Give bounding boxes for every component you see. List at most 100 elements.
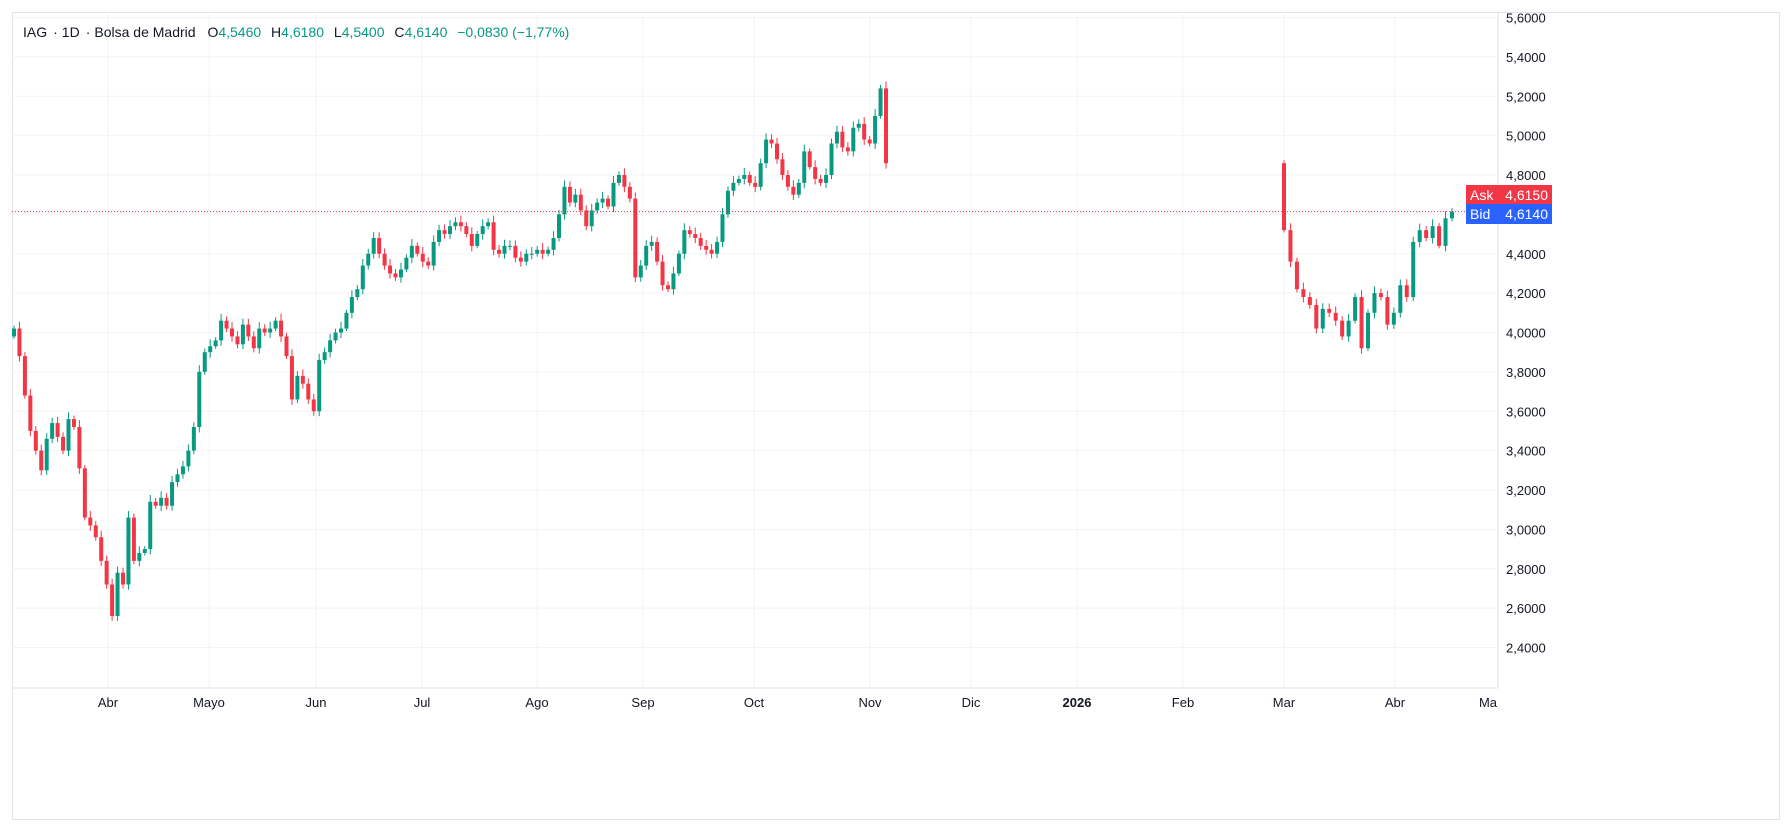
candle-body	[159, 497, 164, 506]
candle-body	[1372, 293, 1377, 313]
candle-body	[1366, 312, 1370, 349]
candle-body	[1359, 297, 1364, 349]
chart-frame[interactable]	[12, 12, 1780, 820]
candle-body	[12, 328, 16, 337]
candle-body	[366, 253, 371, 266]
candle-body	[224, 320, 229, 329]
candle-body	[824, 175, 829, 183]
candle-body	[796, 182, 801, 195]
candle-body	[344, 312, 349, 329]
candle-body	[834, 131, 839, 144]
x-tick-label: Mar	[1273, 695, 1296, 710]
candle-body	[736, 178, 741, 183]
candle-body	[306, 383, 311, 400]
ask-tag: Ask 4,6150	[1466, 185, 1552, 205]
candle-body	[660, 261, 665, 286]
candle-body	[529, 253, 534, 255]
candle-body	[355, 289, 360, 298]
x-tick-label: Mayo	[193, 695, 225, 710]
candle-body	[404, 257, 409, 270]
candle-body	[295, 375, 300, 400]
candle-body	[720, 214, 725, 242]
candle-body	[627, 186, 632, 199]
candle-body	[698, 238, 703, 246]
candle-body	[464, 226, 469, 235]
candle-body	[1333, 312, 1338, 321]
candle-body	[644, 245, 649, 266]
candles	[12, 81, 1454, 621]
candle-body	[71, 419, 76, 427]
candle-body	[1385, 297, 1390, 325]
candle-body	[600, 198, 605, 203]
bid-tag: Bid 4,6140	[1466, 204, 1552, 224]
candle-body	[1307, 297, 1312, 305]
candle-body	[442, 230, 447, 235]
candle-body	[186, 450, 191, 467]
candle-body	[39, 450, 44, 471]
candle-body	[300, 375, 305, 384]
candle-body	[99, 537, 104, 561]
candle-body	[371, 238, 376, 254]
candle-body	[317, 360, 322, 412]
y-tick-label: 3,2000	[1506, 483, 1546, 498]
candle-body	[791, 186, 796, 195]
candle-body	[268, 328, 273, 333]
y-tick-label: 3,8000	[1506, 365, 1546, 380]
candle-body	[802, 151, 807, 183]
candle-body	[77, 427, 82, 469]
candle-body	[289, 356, 294, 400]
candle-body	[1430, 226, 1435, 238]
candle-body	[458, 222, 463, 227]
candle-body	[1450, 211, 1454, 219]
candle-body	[235, 336, 240, 345]
time-axis: Abr Mayo Jun Jul Ago Sep Oct Nov Dic 2026 Feb Mar Ab…	[98, 695, 1498, 710]
candle-body	[328, 340, 333, 353]
candle-body	[33, 430, 38, 451]
candle-body	[219, 320, 224, 341]
candle-body	[513, 245, 518, 258]
candle-body	[845, 147, 850, 152]
candle-body	[873, 115, 878, 144]
x-tick-label: 2026	[1063, 695, 1092, 710]
chart-legend: IAG · 1D · Bolsa de Madrid O4,5460 H4,6180 L…	[23, 24, 575, 40]
candle-body	[202, 352, 207, 372]
legend-high-label: H	[271, 24, 282, 40]
candle-body	[666, 285, 670, 290]
x-tick-label: Jul	[414, 695, 431, 710]
candle-body	[420, 253, 425, 262]
legend-open-value: 4,5460	[218, 24, 262, 40]
candle-body	[884, 88, 888, 164]
candle-body	[616, 175, 621, 183]
candle-body	[121, 572, 125, 585]
price-axis: 2,4000 2,6000 2,8000 3,0000 3,2000 3,4000 3,60…	[1506, 11, 1546, 656]
candle-body	[1411, 241, 1416, 298]
legend-low-label: L	[333, 24, 342, 40]
candle-body	[731, 182, 736, 191]
y-tick-label: 4,8000	[1506, 168, 1546, 183]
candle-body	[655, 241, 660, 262]
candle-body	[115, 572, 120, 616]
candle-body	[257, 328, 262, 349]
candle-body	[1288, 230, 1293, 262]
legend-interval[interactable]: 1D	[61, 24, 80, 40]
candle-body	[82, 468, 87, 518]
candle-body	[322, 352, 327, 361]
legend-symbol[interactable]: IAG	[23, 24, 48, 40]
candle-body	[535, 249, 540, 254]
candle-body	[758, 163, 763, 187]
candle-body	[518, 257, 523, 262]
candle-body	[1314, 304, 1319, 329]
candle-body	[671, 273, 676, 290]
y-tick-label: 2,8000	[1506, 562, 1546, 577]
candle-body	[687, 230, 692, 235]
candle-body	[856, 123, 861, 128]
candle-body	[584, 210, 589, 227]
candle-body	[110, 584, 115, 616]
candle-body	[840, 131, 845, 148]
candle-body	[709, 249, 714, 254]
y-tick-label: 5,0000	[1506, 129, 1546, 144]
x-tick-label: Jun	[306, 695, 327, 710]
x-tick-label: Abr	[98, 695, 119, 710]
candle-body	[197, 371, 202, 427]
